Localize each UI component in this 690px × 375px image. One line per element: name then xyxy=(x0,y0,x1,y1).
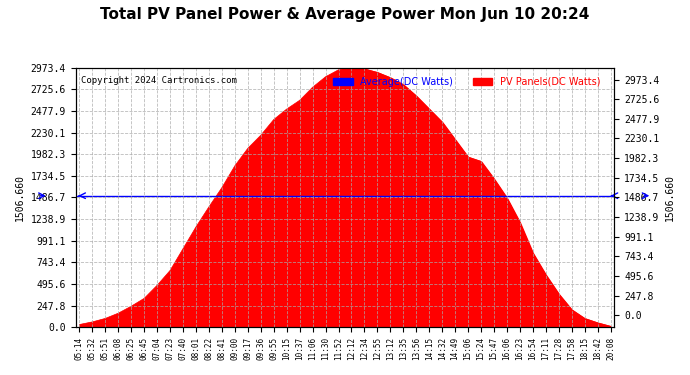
Text: Copyright 2024 Cartronics.com: Copyright 2024 Cartronics.com xyxy=(81,75,237,84)
Legend: Average(DC Watts), PV Panels(DC Watts): Average(DC Watts), PV Panels(DC Watts) xyxy=(329,73,604,90)
Y-axis label: 1506.660: 1506.660 xyxy=(665,174,675,221)
Text: Total PV Panel Power & Average Power Mon Jun 10 20:24: Total PV Panel Power & Average Power Mon… xyxy=(100,8,590,22)
Y-axis label: 1506.660: 1506.660 xyxy=(15,174,25,221)
